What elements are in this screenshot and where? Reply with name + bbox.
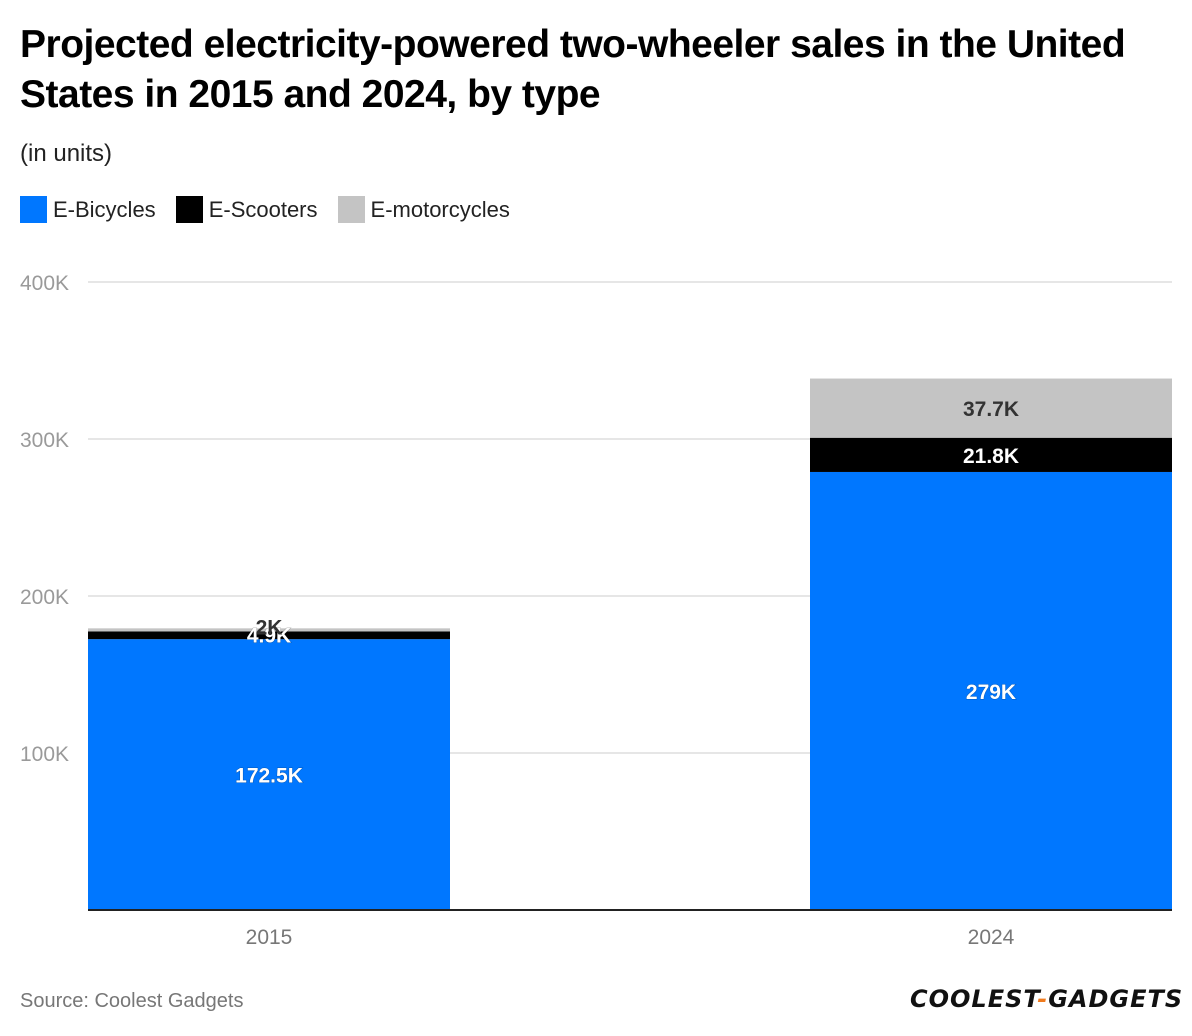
legend-label-e-scooters: E-Scooters — [208, 196, 318, 222]
bar-segment — [88, 628, 450, 632]
legend-swatch-e-scooters — [175, 196, 203, 223]
bar-segment — [810, 471, 1172, 910]
bar-segment — [810, 378, 1172, 438]
logo-text-gadgets: GADGETS — [1048, 985, 1184, 1013]
x-tick-label: 2015 — [246, 926, 293, 949]
data-label: 279K — [966, 681, 1016, 704]
y-tick-label: 400K — [20, 272, 69, 295]
data-label: 2K — [256, 616, 283, 639]
brand-logo: COOLEST-GADGETS — [910, 985, 1183, 1013]
legend-label-e-bicycles: E-Bicycles — [53, 196, 156, 222]
bar-segment — [88, 639, 450, 910]
legend-swatch-e-motorcycles — [337, 196, 365, 223]
legend-item-e-scooters[interactable]: E-Scooters — [175, 196, 318, 223]
data-label: 37.7K — [963, 398, 1019, 421]
y-tick-label: 200K — [20, 586, 69, 609]
logo-dash: - — [1037, 985, 1049, 1013]
data-label: 4.9K — [247, 624, 291, 647]
legend: E-Bicycles E-Scooters E-motorcycles — [20, 196, 510, 223]
source-note: Source: Coolest Gadgets — [20, 990, 244, 1012]
y-tick-label: 300K — [20, 429, 69, 452]
logo-text-coolest: COOLEST — [910, 985, 1038, 1013]
bar-segment — [810, 437, 1172, 472]
legend-label-e-motorcycles: E-motorcycles — [370, 196, 510, 222]
legend-swatch-e-bicycles — [20, 196, 47, 223]
chart-subtitle: (in units) — [20, 140, 113, 167]
data-label: 21.8K — [963, 445, 1019, 468]
bar-segment — [88, 631, 450, 640]
legend-item-e-motorcycles[interactable]: E-motorcycles — [337, 196, 510, 223]
data-label: 172.5K — [235, 765, 303, 788]
chart-title: Projected electricity-powered two-wheele… — [20, 23, 1126, 116]
x-tick-label: 2024 — [968, 926, 1015, 949]
y-tick-label: 100K — [20, 743, 69, 766]
legend-item-e-bicycles[interactable]: E-Bicycles — [20, 196, 156, 223]
